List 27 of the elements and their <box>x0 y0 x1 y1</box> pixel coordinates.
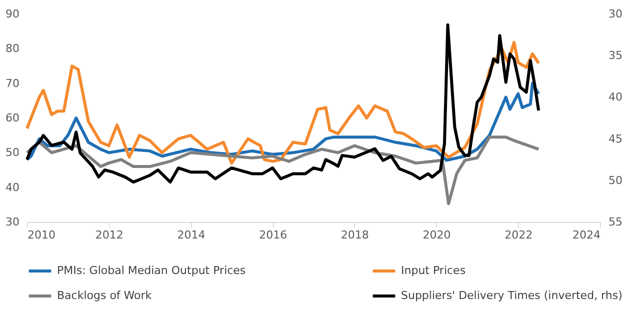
y2-tick-label: 50 <box>608 174 622 187</box>
y-tick-label: 60 <box>6 112 20 124</box>
y2-tick-label: 55 <box>608 216 622 228</box>
y-tick-label: 50 <box>6 146 20 160</box>
y-tick-label: 90 <box>6 8 20 20</box>
y-tick-label: 40 <box>6 180 20 194</box>
x-tick-label: 2020 <box>422 228 451 242</box>
legend-label: Backlogs of Work <box>57 289 152 302</box>
y-tick-label: 70 <box>6 76 20 90</box>
x-tick-label: 2022 <box>504 228 533 242</box>
x-tick-label: 2018 <box>340 228 369 242</box>
y2-tick-label: 30 <box>608 8 622 20</box>
y-tick-label: 80 <box>6 42 20 56</box>
x-tick-label: 2024 <box>572 228 600 242</box>
line-series <box>26 136 540 206</box>
x-tick-label: 2012 <box>95 228 124 242</box>
legend-label: Input Prices <box>401 264 466 277</box>
y2-tick-label: 45 <box>608 132 622 146</box>
legend-label: Suppliers' Delivery Times (inverted, rhs) <box>401 289 622 302</box>
line-series <box>26 23 540 184</box>
y2-tick-label: 35 <box>608 49 622 62</box>
legend-label: PMIs: Global Median Output Prices <box>57 264 246 277</box>
y2-tick-label: 40 <box>608 90 622 104</box>
x-tick-label: 2010 <box>28 228 56 242</box>
x-tick-label: 2014 <box>177 228 206 242</box>
y-tick-label: 30 <box>6 216 20 228</box>
x-tick-label: 2016 <box>259 228 288 242</box>
